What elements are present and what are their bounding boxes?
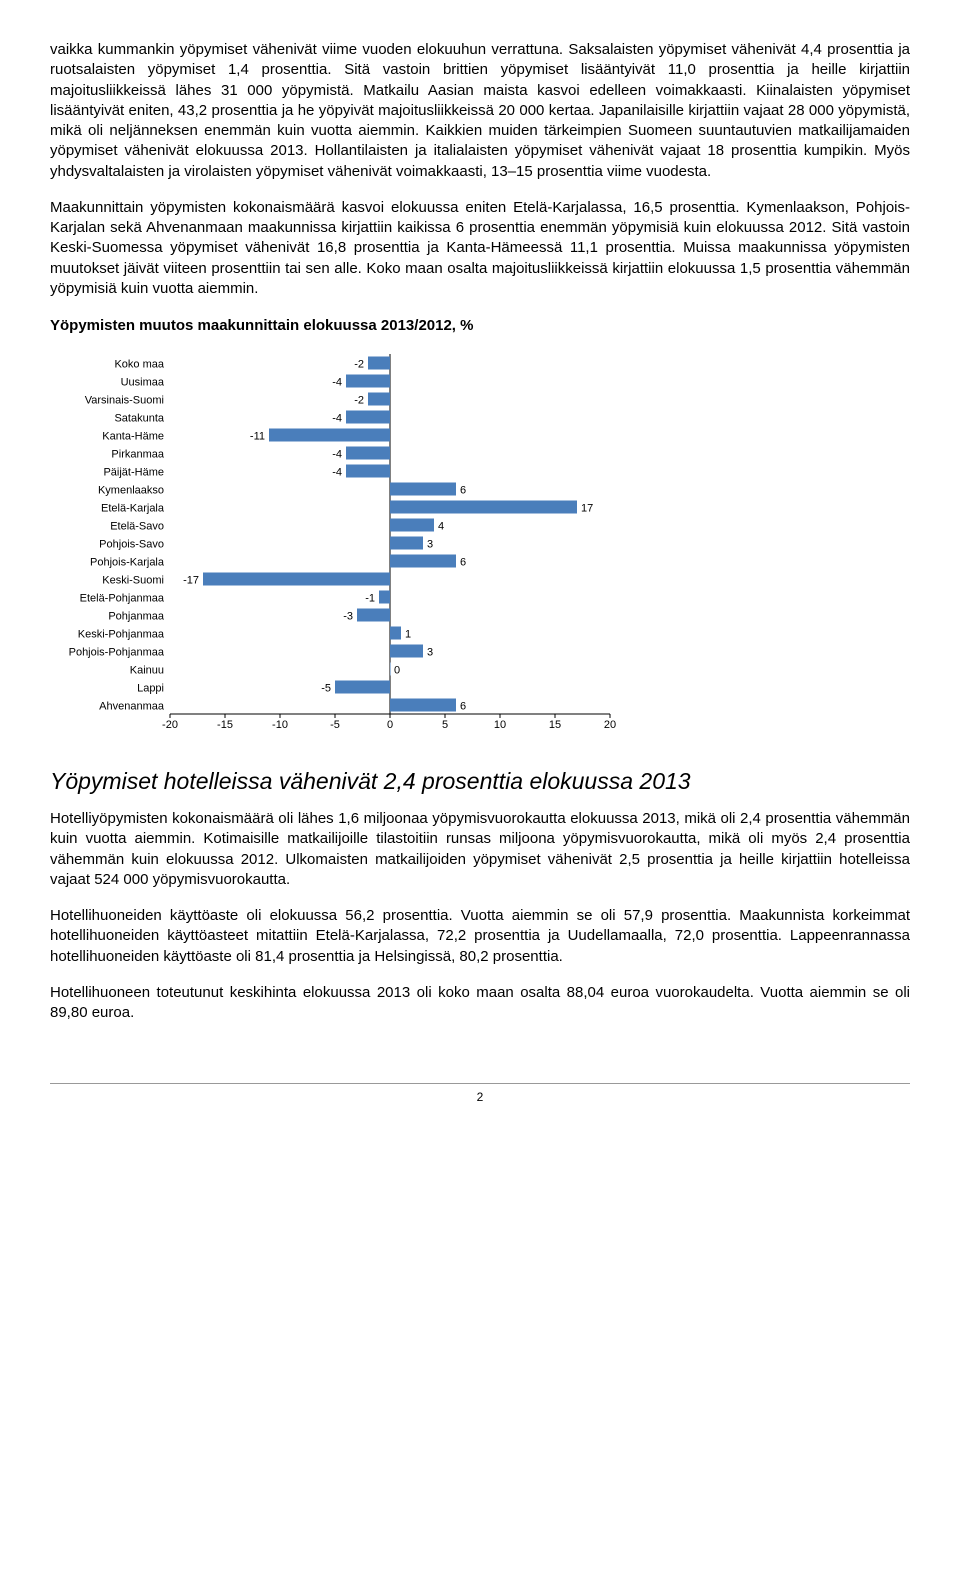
page-footer: 2: [50, 1083, 910, 1104]
bar: [203, 573, 390, 586]
regions-bar-chart: -20-15-10-505101520Koko maa-2Uusimaa-4Va…: [50, 346, 910, 738]
value-label: 6: [460, 557, 466, 569]
category-label: Ahvenanmaa: [99, 701, 165, 713]
bar: [357, 609, 390, 622]
value-label: -3: [343, 611, 353, 623]
page-number: 2: [477, 1090, 484, 1104]
category-label: Pohjois-Pohjanmaa: [69, 647, 165, 659]
value-label: -11: [250, 431, 265, 443]
category-label: Koko maa: [114, 359, 164, 371]
value-label: -4: [332, 467, 342, 479]
svg-text:-10: -10: [272, 719, 288, 731]
bar: [269, 429, 390, 442]
body-paragraph: vaikka kummankin yöpymiset vähenivät vii…: [50, 40, 910, 182]
bar: [368, 393, 390, 406]
body-paragraph: Hotellihuoneiden käyttöaste oli elokuuss…: [50, 906, 910, 967]
body-paragraph: Maakunnittain yöpymisten kokonaismäärä k…: [50, 198, 910, 299]
value-label: 6: [460, 701, 466, 713]
category-label: Keski-Suomi: [102, 575, 164, 587]
category-label: Pohjois-Savo: [99, 539, 164, 551]
category-label: Etelä-Pohjanmaa: [80, 593, 165, 605]
bar: [346, 411, 390, 424]
category-label: Keski-Pohjanmaa: [78, 629, 165, 641]
category-label: Kanta-Häme: [102, 431, 164, 443]
bar: [390, 555, 456, 568]
category-label: Etelä-Savo: [110, 521, 164, 533]
bar: [379, 591, 390, 604]
bar: [390, 501, 577, 514]
svg-text:15: 15: [549, 719, 561, 731]
bar: [390, 663, 391, 676]
bar: [368, 357, 390, 370]
value-label: -1: [365, 593, 375, 605]
svg-text:20: 20: [604, 719, 616, 731]
bar: [390, 483, 456, 496]
svg-text:-15: -15: [217, 719, 233, 731]
value-label: -4: [332, 377, 342, 389]
bar-chart-svg: -20-15-10-505101520Koko maa-2Uusimaa-4Va…: [50, 346, 640, 738]
value-label: 4: [438, 521, 444, 533]
value-label: -4: [332, 449, 342, 461]
category-label: Etelä-Karjala: [101, 503, 165, 515]
svg-text:-20: -20: [162, 719, 178, 731]
bar: [390, 627, 401, 640]
value-label: -2: [354, 395, 364, 407]
category-label: Pohjanmaa: [108, 611, 165, 623]
category-label: Kymenlaakso: [98, 485, 164, 497]
svg-text:-5: -5: [330, 719, 340, 731]
bar: [390, 519, 434, 532]
value-label: 3: [427, 647, 433, 659]
category-label: Lappi: [137, 683, 164, 695]
value-label: 0: [394, 665, 400, 677]
value-label: -4: [332, 413, 342, 425]
value-label: 6: [460, 485, 466, 497]
value-label: -17: [183, 575, 199, 587]
svg-text:5: 5: [442, 719, 448, 731]
body-paragraph: Hotelliyöpymisten kokonaismäärä oli lähe…: [50, 809, 910, 890]
category-label: Pohjois-Karjala: [90, 557, 165, 569]
value-label: 3: [427, 539, 433, 551]
bar: [346, 447, 390, 460]
value-label: -2: [354, 359, 364, 371]
category-label: Päijät-Häme: [103, 467, 164, 479]
category-label: Pirkanmaa: [111, 449, 164, 461]
category-label: Satakunta: [114, 413, 164, 425]
value-label: 17: [581, 503, 593, 515]
chart-title: Yöpymisten muutos maakunnittain elokuuss…: [50, 317, 910, 334]
value-label: -5: [321, 683, 331, 695]
section-heading: Yöpymiset hotelleissa vähenivät 2,4 pros…: [50, 768, 910, 795]
bar: [346, 375, 390, 388]
bar: [390, 537, 423, 550]
bar: [390, 645, 423, 658]
bar: [346, 465, 390, 478]
bar: [335, 681, 390, 694]
category-label: Varsinais-Suomi: [85, 395, 164, 407]
category-label: Uusimaa: [121, 377, 165, 389]
svg-text:10: 10: [494, 719, 506, 731]
value-label: 1: [405, 629, 411, 641]
bar: [390, 699, 456, 712]
category-label: Kainuu: [130, 665, 164, 677]
body-paragraph: Hotellihuoneen toteutunut keskihinta elo…: [50, 983, 910, 1024]
svg-text:0: 0: [387, 719, 393, 731]
